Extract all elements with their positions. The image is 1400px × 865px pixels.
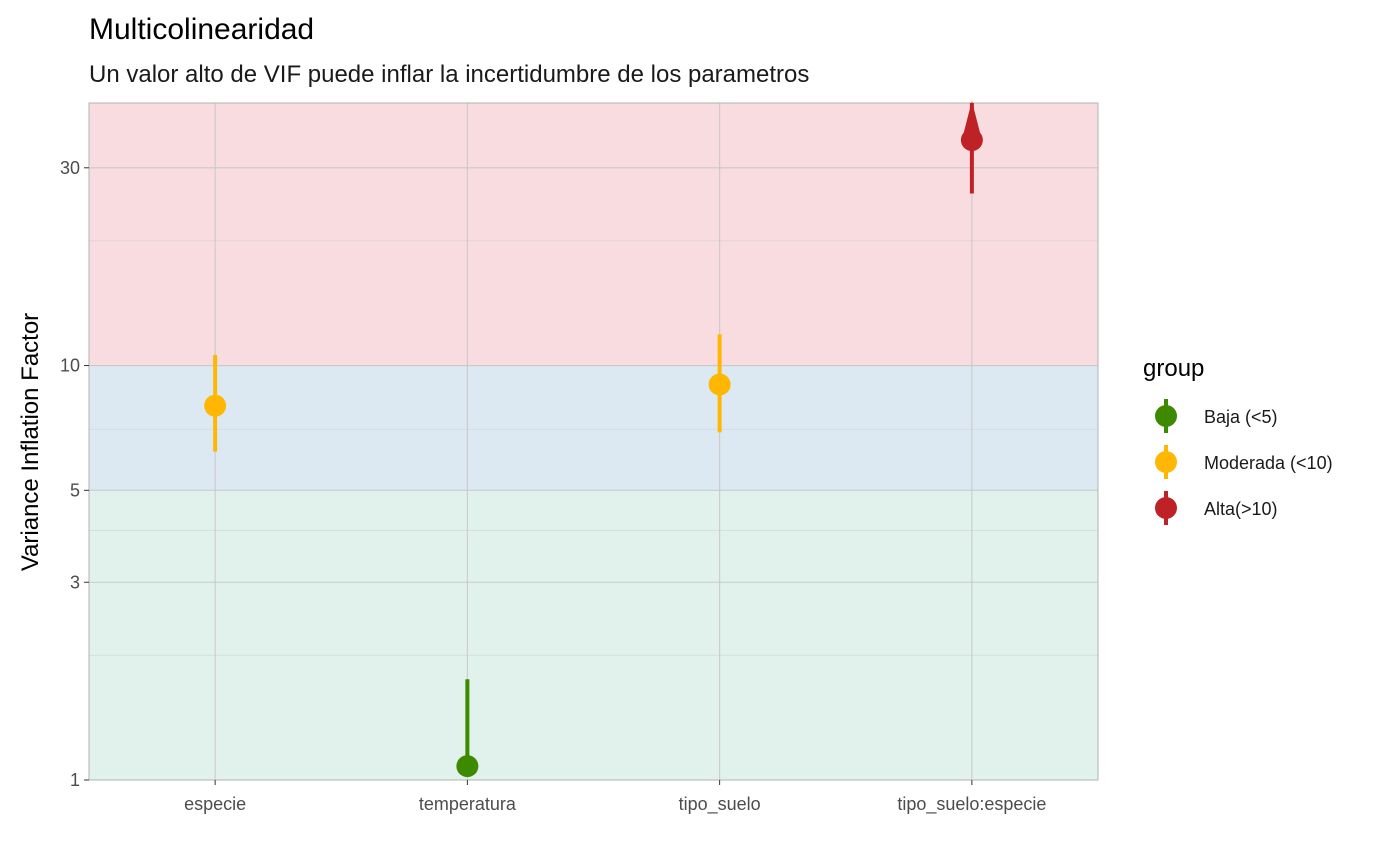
y-tick-label: 10	[60, 356, 80, 376]
chart-title: Multicolinearidad	[89, 13, 314, 46]
band-2	[89, 103, 1098, 366]
data-marks	[204, 101, 983, 778]
legend-label: Alta(>10)	[1204, 499, 1278, 519]
x-axis: especie temperatura tipo_suelo tipo_suelo:e…	[184, 780, 1046, 815]
data-point	[456, 755, 479, 778]
band-0	[89, 490, 1098, 780]
legend: group Baja (<5) Moderada (<10) Alta(>10)	[1143, 355, 1333, 525]
legend-label: Baja (<5)	[1204, 407, 1278, 427]
legend-title: group	[1143, 355, 1204, 382]
panel-border	[88, 102, 1099, 781]
truncation-arrow	[962, 101, 981, 137]
legend-key-point	[1155, 405, 1177, 427]
chart-subtitle: Un valor alto de VIF puede inflar la inc…	[89, 61, 809, 88]
x-tick-label: tipo_suelo	[679, 794, 761, 815]
y-axis: 1 3 5 10 30	[60, 158, 89, 790]
y-tick-label: 3	[70, 572, 80, 592]
x-tick-label: tipo_suelo:especie	[897, 794, 1046, 815]
data-point	[204, 394, 227, 417]
legend-label: Moderada (<10)	[1204, 453, 1333, 473]
x-tick-label: especie	[184, 794, 246, 814]
y-tick-label: 5	[70, 480, 80, 500]
y-axis-title: Variance Inflation Factor	[17, 313, 44, 571]
x-tick-label: temperatura	[419, 794, 517, 814]
y-tick-label: 1	[70, 770, 80, 790]
legend-key-point	[1155, 451, 1177, 473]
y-tick-label: 30	[60, 158, 80, 178]
legend-key-point	[1155, 497, 1177, 519]
vif-bands	[89, 103, 1098, 780]
band-1	[89, 365, 1098, 491]
data-point	[708, 373, 731, 396]
